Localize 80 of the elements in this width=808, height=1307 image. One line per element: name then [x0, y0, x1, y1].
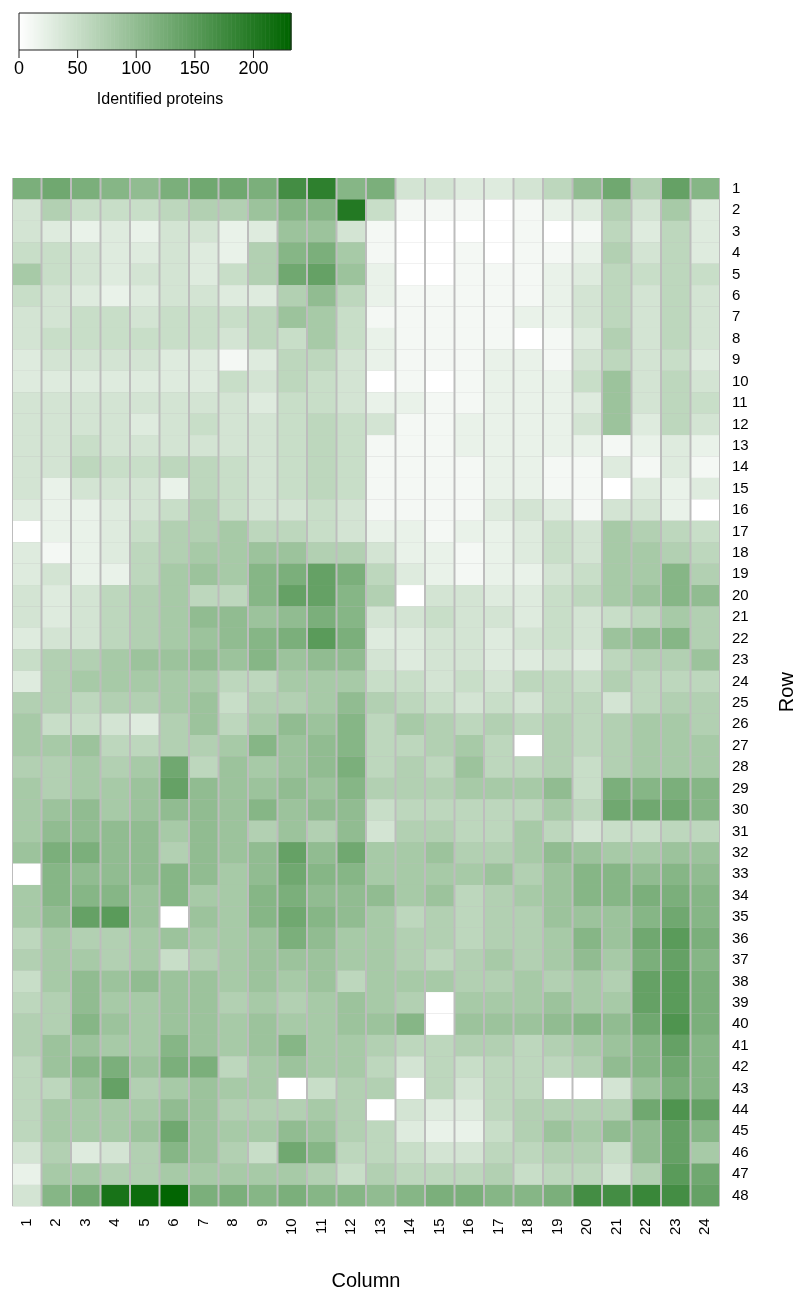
- y-tick-label: 20: [732, 585, 749, 603]
- y-tick-label: 8: [732, 328, 741, 346]
- y-tick-label: 46: [732, 1142, 749, 1160]
- x-tick-label: 3: [75, 1218, 93, 1227]
- x-tick-label: 11: [311, 1218, 329, 1234]
- y-tick-label: 19: [732, 564, 749, 582]
- color-bar-title: Identified proteins: [96, 90, 224, 108]
- y-tick-label: 36: [732, 928, 749, 946]
- y-tick-label: 43: [732, 1078, 749, 1096]
- y-tick-label: 1: [732, 178, 741, 196]
- x-tick-label: 24: [695, 1218, 713, 1235]
- y-tick-label: 22: [732, 628, 749, 646]
- y-tick-label: 40: [732, 1014, 749, 1032]
- y-tick-label: 47: [732, 1164, 749, 1182]
- y-tick-label: 27: [732, 735, 749, 753]
- y-tick-label: 41: [732, 1035, 749, 1053]
- x-tick-label: 1: [16, 1218, 34, 1227]
- y-tick-label: 45: [732, 1121, 749, 1139]
- y-tick-label: 2: [732, 200, 741, 218]
- x-tick-label: 15: [429, 1218, 447, 1235]
- y-tick-label: 31: [732, 821, 749, 839]
- color-bar-label: 0: [13, 57, 25, 78]
- x-tick-label: 12: [341, 1218, 359, 1235]
- y-tick-label: 12: [732, 414, 749, 432]
- y-tick-label: 48: [732, 1185, 749, 1203]
- x-tick-label: 8: [223, 1218, 241, 1227]
- x-tick-label: 7: [193, 1218, 211, 1227]
- x-tick-label: 5: [134, 1218, 152, 1227]
- x-axis-title: Column: [331, 1268, 401, 1291]
- y-tick-label: 3: [732, 221, 741, 239]
- y-tick-label: 30: [732, 800, 749, 818]
- x-tick-label: 22: [636, 1218, 654, 1235]
- x-tick-label: 16: [459, 1218, 477, 1235]
- x-tick-label: 6: [164, 1218, 182, 1227]
- y-tick-label: 34: [732, 885, 749, 903]
- y-tick-label: 38: [732, 971, 749, 989]
- y-tick-label: 23: [732, 650, 749, 668]
- y-tick-label: 39: [732, 992, 749, 1010]
- color-bar-label: 50: [67, 57, 88, 78]
- y-tick-label: 10: [732, 371, 749, 389]
- x-tick-label: 14: [400, 1218, 418, 1235]
- y-tick-label: 42: [732, 1057, 749, 1075]
- y-tick-label: 7: [732, 307, 741, 325]
- y-tick-label: 44: [732, 1100, 749, 1118]
- x-tick-label: 13: [370, 1218, 388, 1235]
- color-bar-label: 150: [179, 57, 210, 78]
- y-tick-label: 37: [732, 950, 749, 968]
- x-tick-label: 20: [577, 1218, 595, 1235]
- y-tick-label: 6: [732, 285, 741, 303]
- y-tick-label: 17: [732, 521, 749, 539]
- x-tick-label: 9: [252, 1218, 270, 1227]
- y-tick-label: 9: [732, 350, 741, 368]
- y-tick-label: 21: [732, 607, 749, 625]
- x-tick-label: 17: [488, 1218, 506, 1235]
- y-tick-label: 28: [732, 757, 749, 775]
- x-tick-label: 21: [606, 1218, 624, 1235]
- y-tick-label: 5: [732, 264, 741, 282]
- y-tick-label: 32: [732, 842, 749, 860]
- color-bar-label: 100: [121, 57, 152, 78]
- x-tick-label: 23: [665, 1218, 683, 1235]
- y-tick-label: 15: [732, 478, 749, 496]
- y-tick-label: 33: [732, 864, 749, 882]
- y-tick-label: 24: [732, 671, 749, 689]
- y-tick-label: 18: [732, 543, 749, 561]
- y-axis-title: Row: [774, 671, 797, 713]
- y-tick-label: 13: [732, 435, 749, 453]
- y-tick-label: 4: [732, 243, 741, 261]
- y-tick-label: 25: [732, 693, 749, 711]
- x-tick-label: 2: [46, 1218, 64, 1227]
- y-tick-label: 16: [732, 500, 749, 518]
- x-tick-label: 18: [518, 1218, 536, 1235]
- y-tick-label: 14: [732, 457, 749, 475]
- y-tick-label: 29: [732, 778, 749, 796]
- y-tick-label: 11: [732, 393, 748, 411]
- x-tick-label: 19: [547, 1218, 565, 1235]
- x-tick-label: 10: [282, 1218, 300, 1235]
- y-tick-label: 26: [732, 714, 749, 732]
- color-bar-label: 200: [238, 57, 269, 78]
- y-tick-label: 35: [732, 907, 749, 925]
- x-tick-label: 4: [105, 1218, 123, 1227]
